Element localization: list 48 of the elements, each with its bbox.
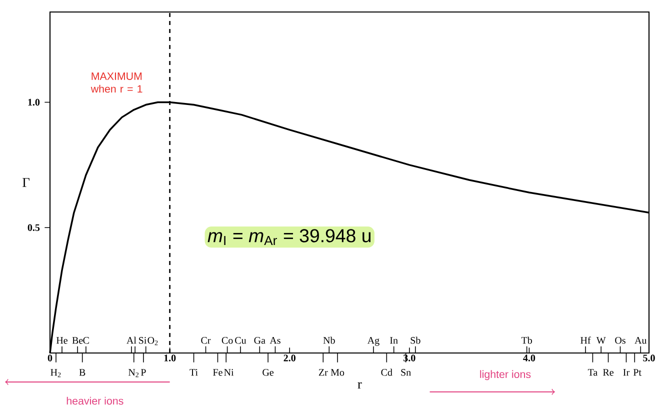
y-tick-label: 0.5 bbox=[28, 224, 40, 232]
ref-line-label: Ir bbox=[623, 369, 630, 376]
y-axis-title: Γ bbox=[22, 178, 30, 187]
ref-line-label: Os bbox=[615, 337, 626, 344]
ref-line-label: Ga bbox=[254, 337, 266, 344]
ref-line-label: Cr bbox=[201, 337, 211, 344]
text: lighter ions bbox=[480, 370, 531, 380]
ref-line-label: Sn bbox=[401, 369, 411, 376]
ref-line-label: B bbox=[79, 369, 86, 376]
ref-line-label: H$_{2}$ bbox=[50, 369, 61, 378]
ref-line-label: Re bbox=[603, 369, 614, 376]
annotation: m$_{I}$ = m$_{Ar}$ = 39.948 u bbox=[208, 229, 370, 246]
ref-line-label: Nb bbox=[323, 336, 335, 344]
x-tick-label: 5.0 bbox=[643, 354, 655, 362]
ref-line-label: Al bbox=[126, 336, 136, 344]
ref-line-label: P bbox=[140, 369, 146, 376]
ref-line-label: Pt bbox=[633, 369, 642, 376]
ref-line-label: Au bbox=[634, 337, 647, 344]
x-tick-label: 4.0 bbox=[523, 354, 536, 362]
ref-line-label: O$_{2}$ bbox=[148, 337, 158, 346]
ref-line-label: Ge bbox=[262, 369, 274, 376]
x-axis-title: r bbox=[358, 382, 362, 389]
ref-line-label: In bbox=[390, 337, 398, 344]
ref-line-label: Ag bbox=[367, 337, 380, 346]
ref-line-label: Si bbox=[139, 337, 147, 344]
ref-line-label: C bbox=[83, 337, 89, 344]
ref-line-label: Co bbox=[222, 337, 233, 344]
ref-line-label: Hf bbox=[580, 336, 591, 344]
x-tick-label: 2.0 bbox=[284, 354, 296, 362]
ref-line-label: Ta bbox=[588, 369, 598, 376]
x-tick-label: 1.0 bbox=[164, 354, 176, 362]
x-tick-label: 0 bbox=[48, 354, 52, 362]
ref-line-label: Tb bbox=[521, 336, 532, 344]
text: heavier ions bbox=[66, 396, 124, 405]
ref-line-label: Cd bbox=[381, 368, 392, 376]
ref-line-label: Cu bbox=[235, 337, 246, 344]
ref-line-label: As bbox=[270, 337, 280, 344]
ref-line-label: He bbox=[56, 337, 68, 344]
ref-line-label: Ti bbox=[190, 369, 198, 376]
annotation: MAXIMUM when r = 1 bbox=[90, 72, 142, 93]
ref-line-label: Sb bbox=[410, 336, 420, 344]
ref-line-label: Mo bbox=[330, 369, 344, 376]
ref-line-label: W bbox=[596, 337, 606, 344]
ref-line-label: Fe bbox=[213, 369, 222, 376]
ref-line-label: N$_{2}$ bbox=[128, 369, 139, 378]
ref-line-label: Zr bbox=[318, 369, 328, 376]
ref-line-label: Be bbox=[72, 337, 83, 344]
ref-line-label: Ni bbox=[224, 369, 234, 376]
